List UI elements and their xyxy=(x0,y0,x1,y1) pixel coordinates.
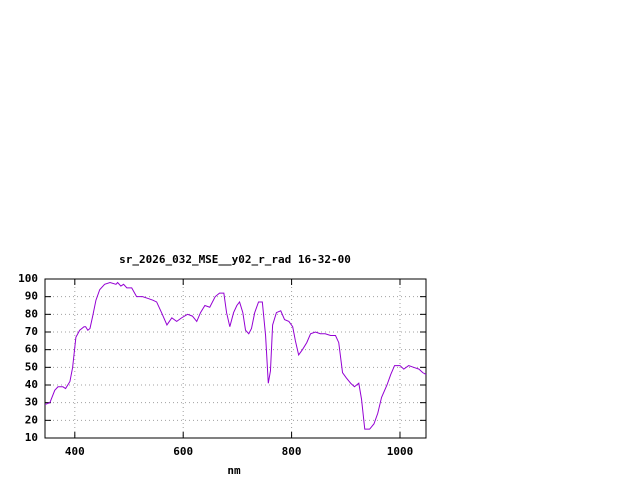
y-tick-label: 30 xyxy=(25,396,38,409)
x-axis-label: nm xyxy=(227,464,241,477)
y-tick-label: 100 xyxy=(18,272,38,285)
x-tick-label: 800 xyxy=(282,445,302,458)
y-tick-label: 50 xyxy=(25,360,38,373)
y-tick-label: 10 xyxy=(25,431,38,444)
y-tick-label: 40 xyxy=(25,378,38,391)
y-tick-label: 90 xyxy=(25,290,38,303)
x-tick-label: 400 xyxy=(65,445,85,458)
y-tick-label: 20 xyxy=(25,413,38,426)
y-tick-label: 80 xyxy=(25,307,38,320)
y-tick-label: 60 xyxy=(25,343,38,356)
x-tick-label: 600 xyxy=(173,445,193,458)
plot-frame xyxy=(44,278,427,439)
y-tick-label: 70 xyxy=(25,325,38,338)
chart-title: sr_2026_032_MSE__y02_r_rad 16-32-00 xyxy=(119,253,351,266)
x-tick-label: 1000 xyxy=(387,445,414,458)
data-line xyxy=(44,281,427,430)
